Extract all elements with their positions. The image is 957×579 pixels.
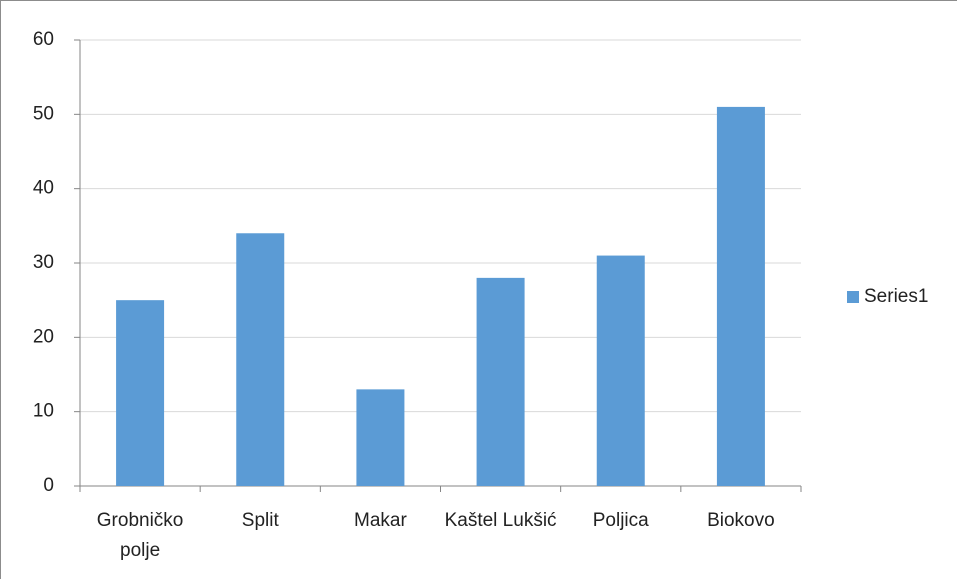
y-tick-label: 0 bbox=[43, 475, 54, 496]
y-tick-label: 40 bbox=[33, 178, 54, 199]
bar bbox=[476, 277, 525, 486]
x-tick-label: Kaštel Lukšić bbox=[444, 510, 557, 531]
x-tick-label: Poljica bbox=[592, 510, 649, 531]
x-tick-label: Grobničko polje bbox=[96, 510, 184, 561]
bar bbox=[116, 300, 165, 486]
y-tick-label: 20 bbox=[33, 326, 54, 347]
y-tick-label: 60 bbox=[33, 29, 54, 50]
bar bbox=[716, 106, 765, 487]
y-tick-label: 30 bbox=[33, 252, 54, 273]
x-tick-label: Split bbox=[241, 510, 279, 531]
bar bbox=[596, 255, 645, 486]
bar bbox=[356, 389, 405, 486]
y-tick-label: 50 bbox=[33, 103, 54, 124]
y-tick-label: 10 bbox=[33, 401, 54, 422]
legend-label: Series1 bbox=[864, 286, 928, 307]
legend-swatch bbox=[847, 291, 859, 303]
bar bbox=[236, 233, 285, 486]
x-tick-label: Makar bbox=[354, 510, 407, 531]
x-tick-label: Biokovo bbox=[707, 510, 775, 531]
